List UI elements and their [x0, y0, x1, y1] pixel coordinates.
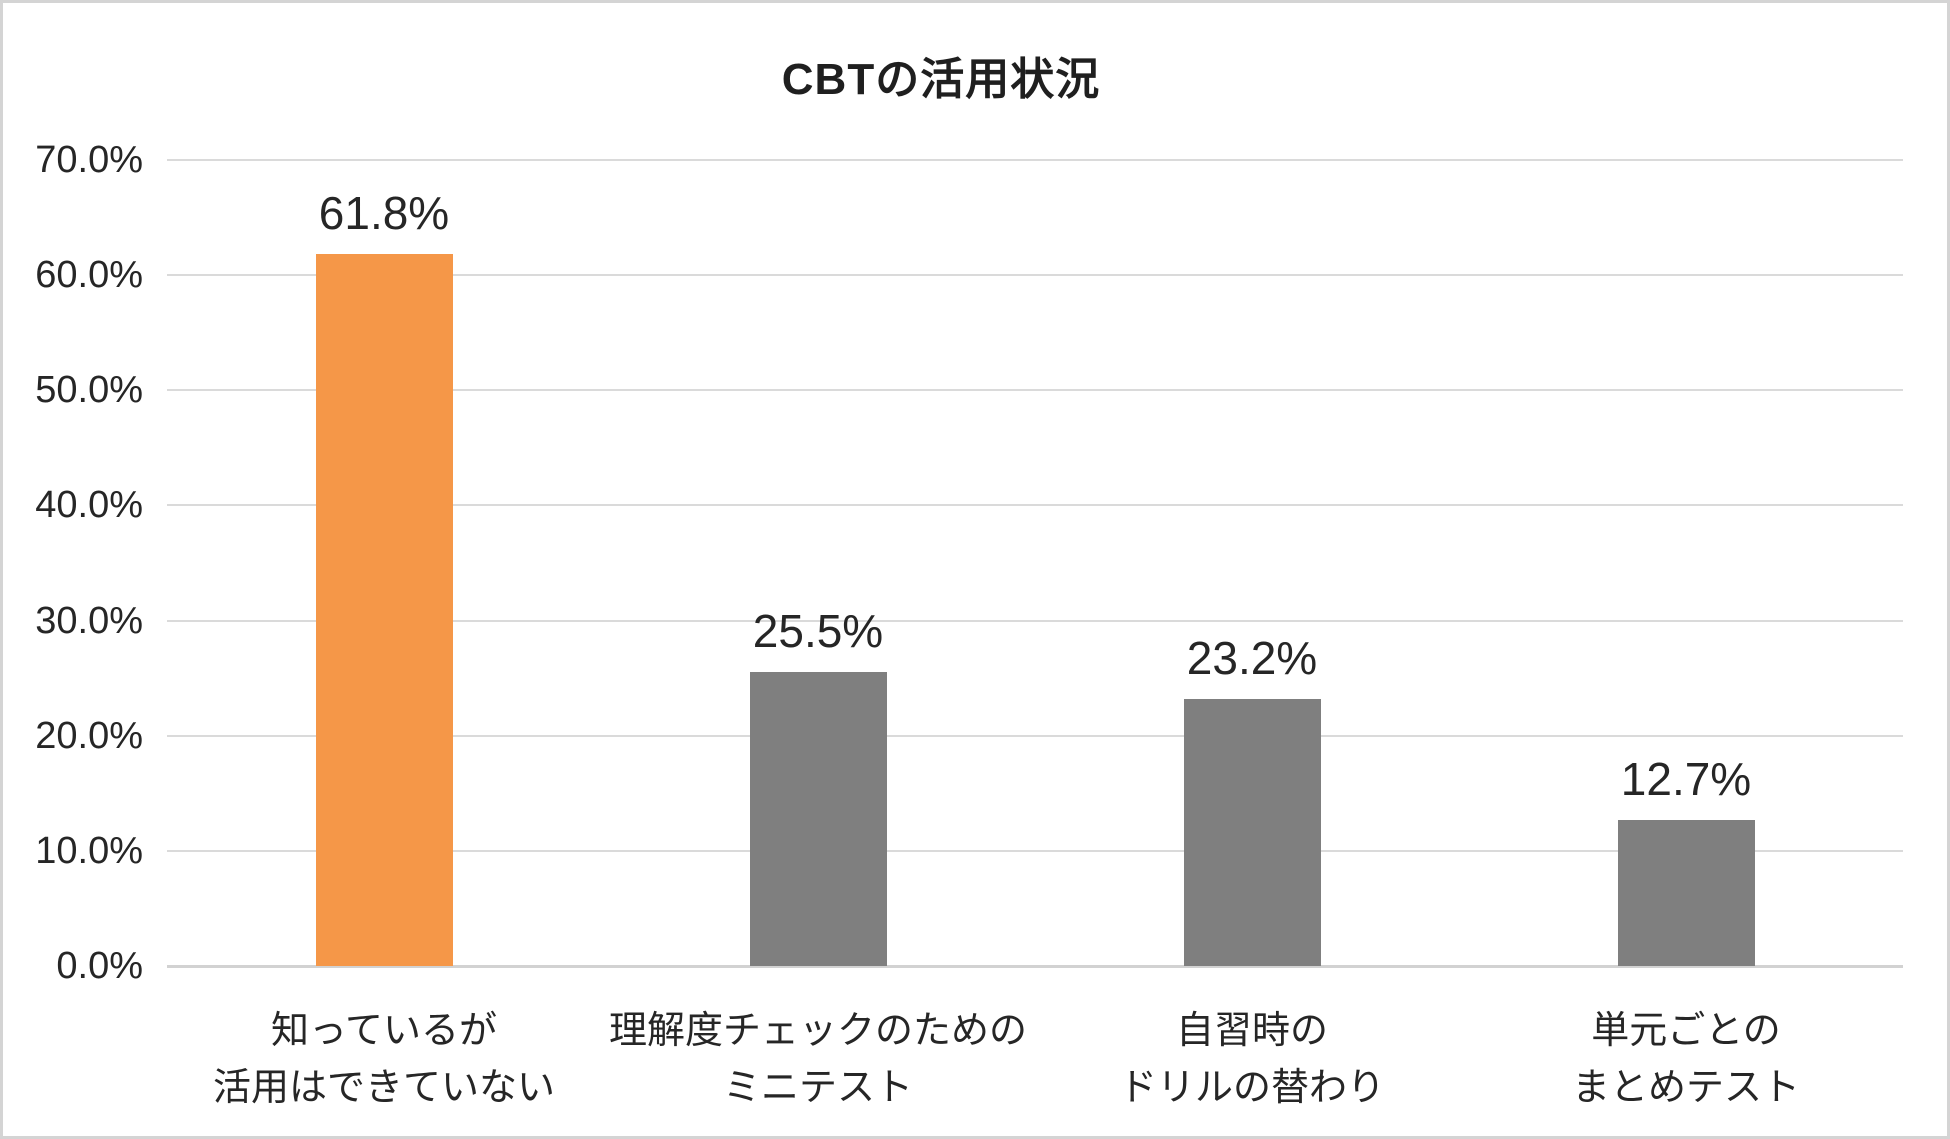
x-axis-category-line: 活用はできていない	[212, 1067, 555, 1109]
gridline	[167, 504, 1903, 507]
gridline	[167, 274, 1903, 277]
bar-value-label: 12.7%	[1620, 752, 1752, 805]
y-axis-tick-label: 30.0%	[35, 599, 143, 642]
gridline	[167, 849, 1903, 852]
gridline	[167, 619, 1903, 622]
chart-title: CBTの活用状況	[781, 55, 1101, 104]
x-axis-category-line: ミニテスト	[722, 1067, 913, 1109]
y-axis-tick-label: 50.0%	[35, 369, 143, 412]
bar	[1183, 698, 1321, 966]
y-axis-tick-label: 20.0%	[35, 714, 143, 757]
y-axis-tick-label: 70.0%	[35, 139, 143, 181]
gridline	[167, 389, 1903, 392]
x-axis-category-line: まとめテスト	[1571, 1067, 1800, 1109]
bar-value-label: 23.2%	[1186, 631, 1318, 684]
y-axis-tick-label: 10.0%	[35, 829, 143, 872]
x-axis-category-label: 単元ごとのまとめテスト	[1469, 1003, 1903, 1117]
bar-value-label: 25.5%	[752, 605, 884, 658]
x-axis-category-line: 自習時の	[1175, 1010, 1328, 1052]
x-axis-category-line: 理解度チェックのための	[608, 1010, 1027, 1052]
gridline	[167, 965, 1903, 968]
x-axis-category-label: 理解度チェックのための ミニテスト	[601, 1003, 1035, 1117]
y-axis-tick-label: 40.0%	[35, 484, 143, 527]
x-axis-category-line: 単元ごとの	[1591, 1010, 1781, 1052]
bar-value-label: 61.8%	[318, 187, 450, 240]
x-axis-category-line: 知っているが	[270, 1010, 498, 1052]
gridline	[167, 159, 1903, 161]
plot-area: 61.8% 25.5% 23.2% 12.7%	[167, 159, 1903, 968]
x-axis-category-label: 自習時のドリルの替わり	[1035, 1003, 1469, 1117]
bar	[749, 672, 887, 966]
x-axis-category-label: 知っているが活用はできていない	[167, 1003, 601, 1117]
bar	[1617, 819, 1755, 966]
bar	[315, 254, 453, 966]
gridline	[167, 734, 1903, 737]
y-axis-tick-label: 0.0%	[56, 945, 143, 987]
y-axis-tick-label: 60.0%	[35, 254, 143, 297]
x-axis-category-line: ドリルの替わり	[1118, 1067, 1385, 1109]
